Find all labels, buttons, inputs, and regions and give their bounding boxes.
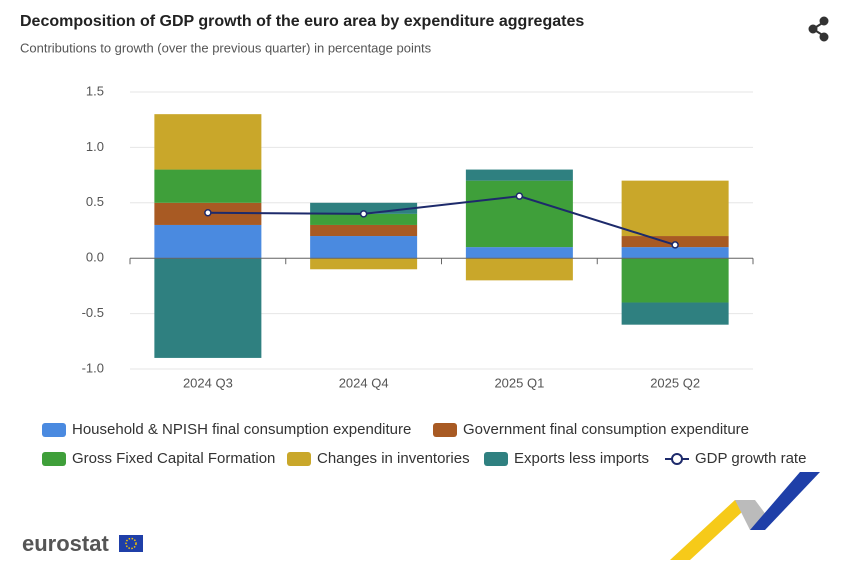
legend-label: Changes in inventories: [317, 450, 470, 467]
bar-segment: [621, 247, 729, 259]
legend-symbol: [42, 423, 66, 437]
chart-subtitle: Contributions to growth (over the previo…: [20, 40, 432, 55]
bar-segment: [465, 180, 573, 248]
bar-segment: [310, 202, 418, 214]
bar-segment: [465, 169, 573, 181]
y-tick-label: 0.5: [86, 194, 104, 209]
legend-symbol: [433, 423, 457, 437]
x-tick-label: 2024 Q4: [339, 375, 389, 390]
legend-label: Exports less imports: [514, 450, 649, 467]
legend-label: Government final consumption expenditure: [463, 421, 749, 438]
legend-symbol: [484, 452, 508, 466]
x-tick-label: 2025 Q1: [494, 375, 544, 390]
y-tick-label: 1.0: [86, 139, 104, 154]
line: [207, 195, 676, 246]
logo: eurostat: [22, 531, 109, 556]
eu-flag: [119, 535, 143, 552]
bar-segment: [310, 213, 418, 225]
legend-symbol: [42, 452, 66, 466]
y-tick-label: -1.0: [82, 360, 104, 375]
chart-title: Decomposition of GDP growth of the euro …: [20, 13, 584, 30]
bar-segment: [154, 169, 262, 203]
bar-segment: [465, 258, 573, 281]
share-icon[interactable]: [808, 16, 829, 42]
line-point: [359, 210, 368, 218]
legend-label: Gross Fixed Capital Formation: [72, 450, 275, 467]
bar-segment: [621, 258, 729, 303]
bar-segment: [621, 302, 729, 325]
line-point: [671, 241, 679, 249]
bar-segment: [310, 236, 418, 259]
line-point: [515, 192, 524, 200]
legend-label: GDP growth rate: [695, 450, 806, 467]
bar-segment: [154, 114, 262, 170]
bar-segment: [154, 224, 262, 259]
legend-symbol: [671, 453, 683, 465]
x-tick-label: 2025 Q2: [650, 375, 700, 390]
decoration: [670, 472, 820, 560]
legend-symbol: [287, 452, 311, 466]
y-tick-label: 1.5: [86, 83, 104, 98]
x-tick-label: 2024 Q3: [183, 375, 233, 390]
bar-segment: [154, 258, 262, 358]
bar-segment: [621, 180, 729, 237]
legend-label: Household & NPISH final consumption expe…: [72, 421, 411, 438]
bar-segment: [310, 258, 418, 270]
y-tick-label: -0.5: [82, 305, 104, 320]
y-tick-label: 0.0: [86, 250, 104, 265]
line-point: [204, 209, 212, 217]
bar-segment: [310, 224, 418, 237]
bar-segment: [465, 247, 573, 259]
